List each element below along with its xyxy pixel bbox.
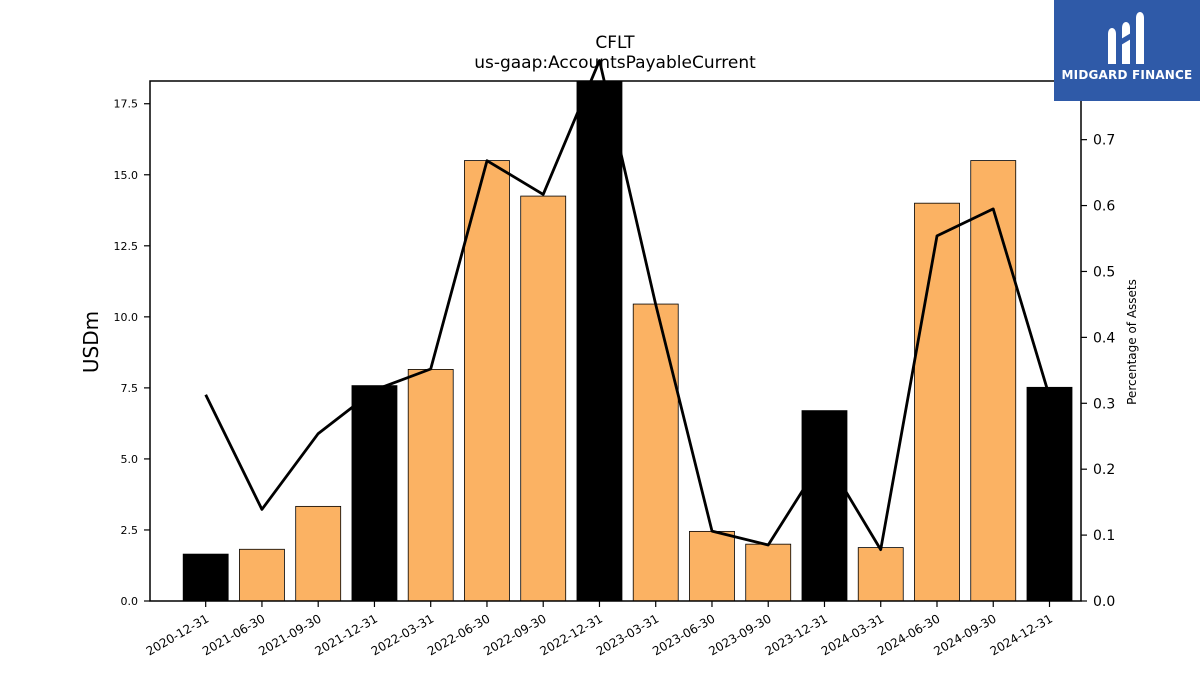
bar <box>801 410 848 602</box>
y2-tick-label: 0.4 <box>1093 330 1115 346</box>
bar <box>576 80 623 602</box>
bar <box>857 547 904 602</box>
x-tick-label: 2023-06-30 <box>650 611 717 658</box>
x-tick-label: 2024-06-30 <box>875 611 942 658</box>
y2-tick-label: 0.2 <box>1093 462 1115 478</box>
plot-border <box>149 80 1082 602</box>
x-tick-label: 2021-09-30 <box>256 611 323 658</box>
x-tick-label: 2024-09-30 <box>931 611 998 658</box>
y2-tick-label: 0.7 <box>1093 133 1115 149</box>
bar <box>970 160 1017 602</box>
x-tick-label: 2021-06-30 <box>200 611 267 658</box>
x-tick-label: 2024-03-31 <box>819 611 886 658</box>
bars-group <box>182 80 1073 602</box>
bar <box>1026 386 1073 602</box>
x-tick-label: 2024-12-31 <box>988 611 1055 658</box>
chart-subtitle: us-gaap:AccountsPayableCurrent <box>474 53 756 73</box>
x-tick-label: 2022-09-30 <box>481 611 548 658</box>
y-tick-label: 2.5 <box>121 524 139 537</box>
y-tick-label: 15.0 <box>114 169 139 182</box>
y-tick-label: 17.5 <box>114 98 139 111</box>
percentage-line <box>204 59 1051 551</box>
logo-text: MIDGARD FINANCE <box>1061 68 1193 82</box>
y2-tick-label: 0.5 <box>1093 264 1115 280</box>
left-axis-ticks: 0.0 2.5 5.0 7.5 10.0 12.5 15.0 17.5 <box>114 98 150 608</box>
chart-title: CFLT <box>595 33 635 53</box>
y2-tick-label: 0.3 <box>1093 396 1115 412</box>
bar <box>295 505 342 602</box>
y2-tick-label: 0.1 <box>1093 528 1115 544</box>
midgard-logo-icon <box>1108 12 1144 64</box>
line-layer <box>204 59 1051 551</box>
plot-frame <box>149 80 1082 602</box>
y-tick-label: 0.0 <box>121 595 139 608</box>
bar <box>239 548 285 602</box>
x-tick-label: 2022-06-30 <box>425 611 492 658</box>
bar <box>407 369 454 602</box>
y-axis-label: USDm <box>79 311 103 373</box>
x-tick-label: 2023-03-31 <box>594 611 661 658</box>
bar <box>520 195 567 602</box>
bar <box>464 160 510 602</box>
x-tick-label: 2023-09-30 <box>706 611 773 658</box>
x-axis-ticks: 2020-12-312021-06-302021-09-302021-12-31… <box>144 601 1055 658</box>
y2-tick-label: 0.6 <box>1093 199 1115 215</box>
y-tick-label: 7.5 <box>121 382 139 395</box>
y-tick-label: 10.0 <box>114 311 139 324</box>
x-tick-label: 2021-12-31 <box>313 611 380 658</box>
y2-axis-label: Percentage of Assets <box>1125 279 1139 405</box>
y2-tick-label: 0.0 <box>1093 594 1115 610</box>
x-tick-label: 2022-03-31 <box>369 611 436 658</box>
x-tick-label: 2023-12-31 <box>763 611 830 658</box>
bar <box>914 202 960 602</box>
y-tick-label: 5.0 <box>121 453 139 466</box>
bar <box>632 303 679 602</box>
y-tick-label: 12.5 <box>114 240 139 253</box>
x-tick-label: 2020-12-31 <box>144 611 211 658</box>
bar <box>745 543 792 602</box>
bar <box>351 385 398 602</box>
bar <box>689 530 735 602</box>
bar <box>182 553 229 602</box>
midgard-finance-logo: MIDGARD FINANCE <box>1054 0 1200 101</box>
right-axis-ticks: 0.0 0.1 0.2 0.3 0.4 0.5 0.6 0.7 <box>1081 133 1115 610</box>
x-tick-label: 2022-12-31 <box>538 611 605 658</box>
